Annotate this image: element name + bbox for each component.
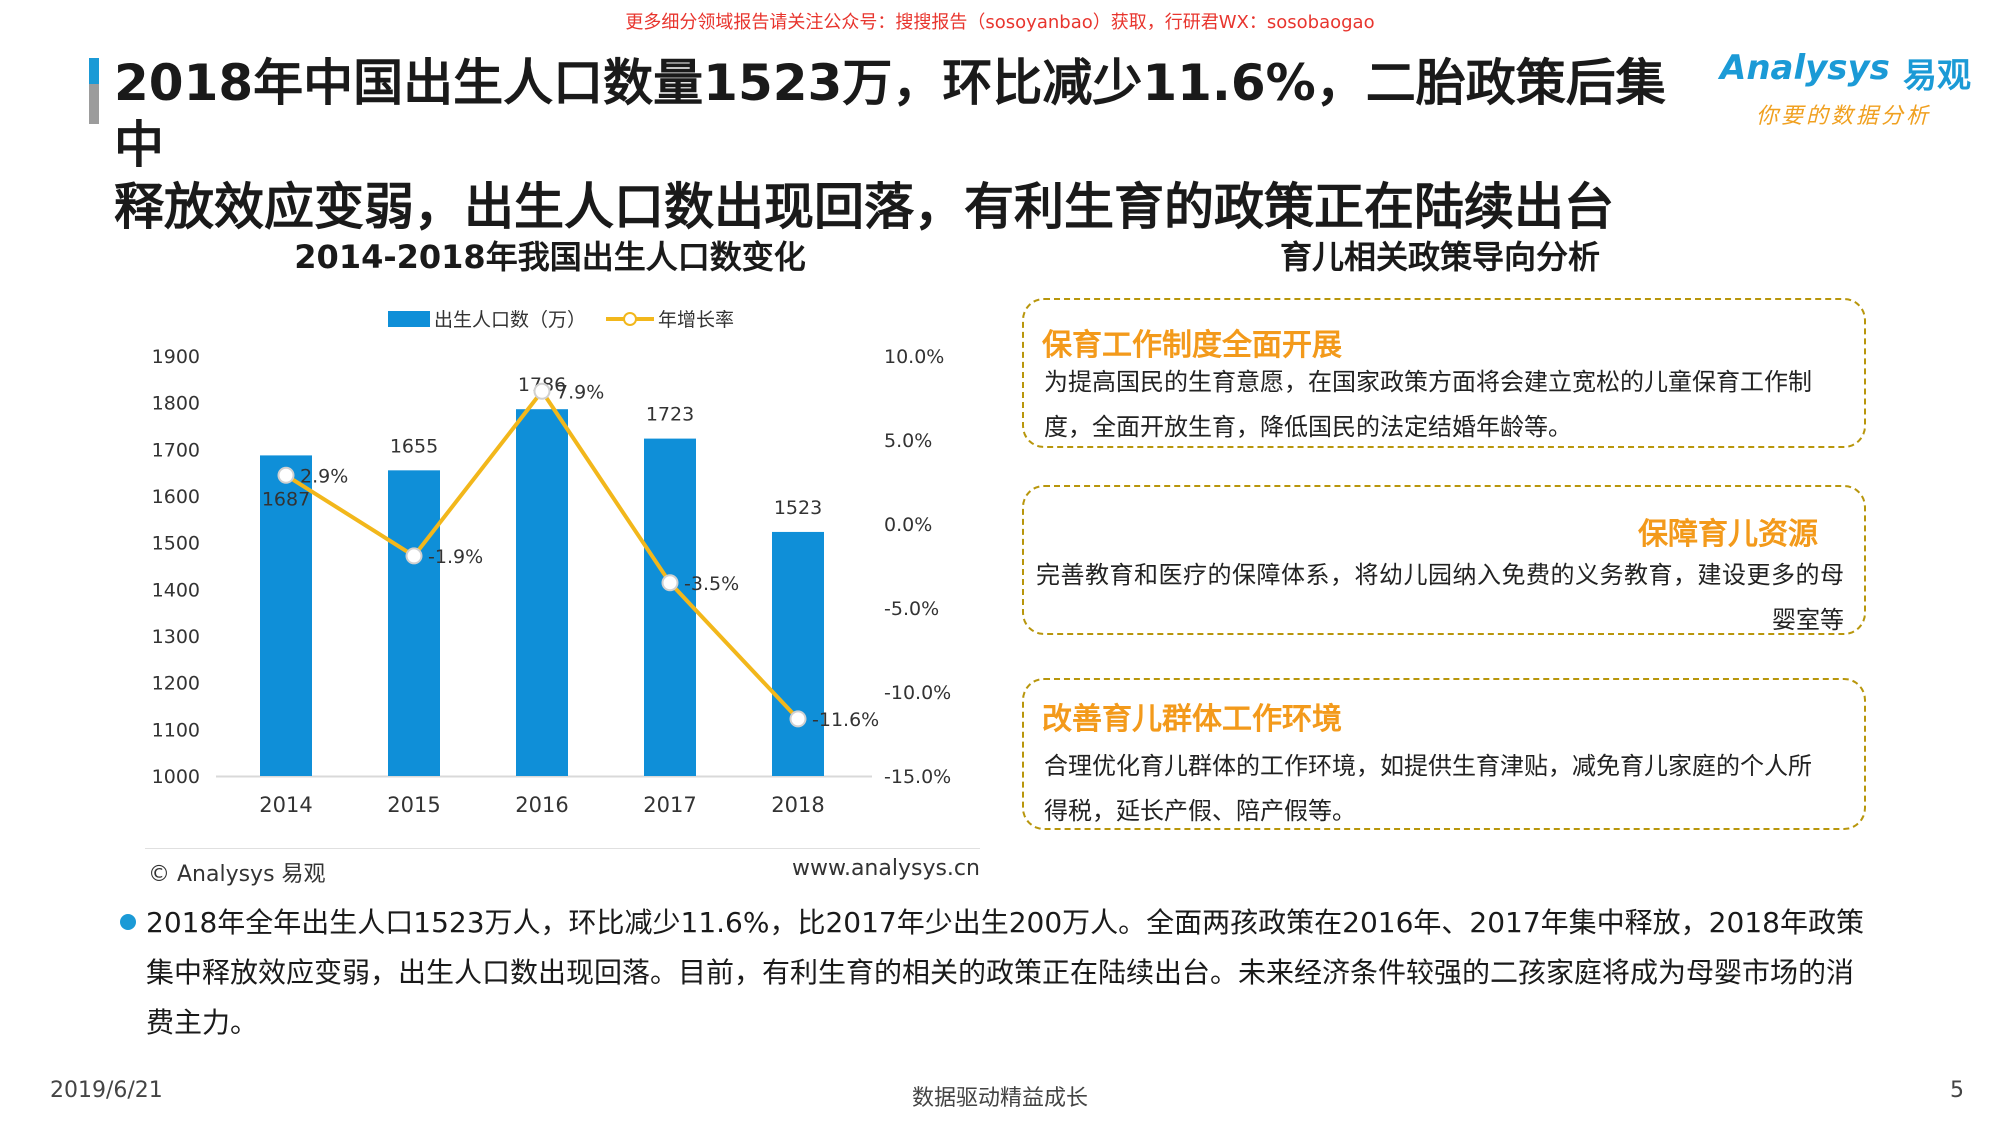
y-right-tick-label: -10.0%	[884, 682, 951, 704]
y-left-tick-label: 1700	[152, 439, 200, 461]
growth-value-label: 7.9%	[556, 381, 604, 403]
policy-heading: 保障育儿资源	[1638, 517, 1818, 552]
legend-label-growth: 年增长率	[658, 309, 734, 331]
y-right-tick-label: -15.0%	[884, 766, 951, 788]
footer-slogan: 数据驱动精益成长	[911, 1086, 1088, 1111]
legend-label-births: 出生人口数（万）	[434, 309, 586, 331]
policy-text: 为提高国民的生育意愿，在国家政策方面将会建立宽松的儿童保育工作制度，全面开放生育…	[1044, 368, 1812, 441]
policy-text: 合理优化育儿群体的工作环境，如提供生育津贴，减免育儿家庭的个人所得税，延长产假、…	[1044, 752, 1812, 825]
bar-births	[516, 409, 568, 776]
bullet-dot	[120, 914, 136, 930]
growth-value-label: -1.9%	[428, 546, 483, 568]
growth-marker	[789, 710, 807, 728]
y-right-tick-label: 5.0%	[884, 430, 932, 452]
y-left-tick-label: 1600	[152, 486, 200, 508]
page-title-line-1: 2018年中国出生人口数量1523万，环比减少11.6%，二胎政策后集中	[114, 54, 1666, 174]
growth-marker	[533, 382, 551, 400]
policy-text: 完善教育和医疗的保障体系，将幼儿园纳入免费的义务教育，建设更多的母婴室等	[1036, 561, 1844, 634]
logo-cn: 易观	[1903, 56, 1971, 96]
growth-value-label: -3.5%	[684, 573, 739, 595]
bar-births	[772, 531, 824, 776]
page-number: 5	[1950, 1078, 1964, 1103]
footer-date: 2019/6/21	[50, 1078, 163, 1103]
policy-heading: 改善育儿群体工作环境	[1042, 702, 1342, 737]
policy-title: 育儿相关政策导向分析	[1279, 238, 1600, 276]
growth-marker	[661, 574, 679, 592]
y-left-tick-label: 1300	[152, 626, 200, 648]
bar-value-label: 1687	[262, 488, 310, 510]
title-accent-bar-gray	[89, 84, 99, 124]
y-left-tick-label: 1100	[152, 719, 200, 741]
x-tick-label: 2016	[515, 793, 568, 817]
growth-marker	[405, 547, 423, 565]
bar-births	[388, 470, 440, 776]
y-right-tick-label: 10.0%	[884, 346, 944, 368]
bar-births	[260, 455, 312, 776]
y-left-tick-label: 1000	[152, 766, 200, 788]
bar-value-label: 1523	[774, 497, 822, 519]
policy-box-childcare-resources: 保障育儿资源 完善教育和医疗的保障体系，将幼儿园纳入免费的义务教育，建设更多的母…	[1022, 485, 1866, 635]
legend-swatch-births	[388, 311, 430, 327]
bar-value-label: 1723	[646, 404, 694, 426]
bar-value-label: 1655	[390, 435, 438, 457]
x-tick-label: 2014	[259, 793, 312, 817]
chart-title: 2014-2018年我国出生人口数变化	[294, 238, 806, 276]
legend-marker-growth	[623, 312, 637, 326]
policy-heading: 保育工作制度全面开展	[1042, 328, 1342, 363]
y-right-tick-label: 0.0%	[884, 514, 932, 536]
growth-value-label: -11.6%	[812, 709, 879, 731]
logo-en: Analysys	[1720, 48, 1890, 88]
page-title: 2018年中国出生人口数量1523万，环比减少11.6%，二胎政策后集中 释放效…	[114, 52, 1694, 238]
x-tick-label: 2015	[387, 793, 440, 817]
summary-text: 2018年全年出生人口1523万人，环比减少11.6%，比2017年少出生200…	[146, 906, 1864, 1039]
policy-box-work-environment: 改善育儿群体工作环境 合理优化育儿群体的工作环境，如提供生育津贴，减免育儿家庭的…	[1022, 678, 1866, 830]
birth-population-chart: 出生人口数（万） 年增长率 1000 1100 1200 1300 1400 1500 1600…	[152, 309, 952, 817]
logo-slogan: 你要的数据分析	[1756, 104, 1932, 129]
y-right-tick-label: -5.0%	[884, 598, 939, 620]
chart-source: © Analysys 易观	[148, 862, 326, 887]
y-left-tick-label: 1200	[152, 673, 200, 695]
chart-footer-divider	[145, 848, 980, 849]
bar-births	[644, 438, 696, 776]
x-tick-label: 2018	[771, 793, 824, 817]
growth-marker	[277, 466, 295, 484]
y-left-tick-label: 1900	[152, 346, 200, 368]
y-left-tick-label: 1500	[152, 533, 200, 555]
chart-url: www.analysys.cn	[792, 856, 980, 881]
top-note: 更多细分领域报告请关注公众号：搜搜报告（sosoyanbao）获取，行研君WX：…	[625, 12, 1375, 33]
growth-value-label: 2.9%	[300, 465, 348, 487]
page-title-line-2: 释放效应变弱，出生人口数出现回落，有利生育的政策正在陆续出台	[114, 178, 1614, 236]
analysys-logo: Analysys 易观 你要的数据分析	[1720, 48, 1980, 129]
y-left-tick-label: 1400	[152, 579, 200, 601]
policy-box-childcare-system: 保育工作制度全面开展 为提高国民的生育意愿，在国家政策方面将会建立宽松的儿童保育…	[1022, 298, 1866, 448]
y-left-tick-label: 1800	[152, 393, 200, 415]
x-tick-label: 2017	[643, 793, 696, 817]
